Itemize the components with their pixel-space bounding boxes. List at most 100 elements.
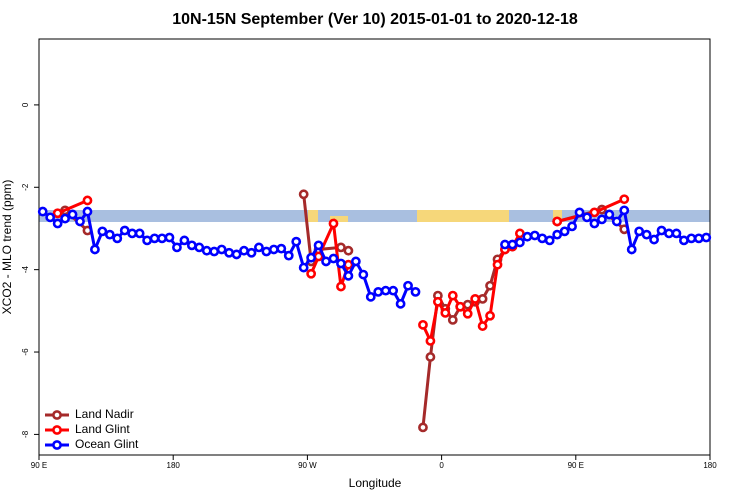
point xyxy=(343,259,354,270)
point xyxy=(298,262,309,273)
point xyxy=(403,280,413,291)
point xyxy=(693,233,704,244)
point xyxy=(306,268,317,279)
series-line xyxy=(421,245,513,428)
point xyxy=(201,245,212,256)
point xyxy=(380,285,391,296)
point xyxy=(604,209,615,220)
point xyxy=(306,252,317,263)
point xyxy=(701,232,712,243)
point xyxy=(186,240,197,251)
point xyxy=(552,216,563,227)
point xyxy=(671,228,682,239)
legend-marker xyxy=(52,440,62,450)
point xyxy=(529,230,540,241)
point xyxy=(425,336,436,346)
point xyxy=(276,243,287,254)
point xyxy=(514,237,525,248)
plot-frame xyxy=(38,38,711,456)
point xyxy=(328,218,339,229)
x-axis-label: Longitude xyxy=(349,476,402,490)
point xyxy=(157,233,167,244)
point xyxy=(336,242,346,253)
chart-title: 10N-15N September (Ver 10) 2015-01-01 to… xyxy=(172,11,578,28)
point xyxy=(134,228,145,239)
point xyxy=(149,233,160,244)
x-tick-label: 90 W xyxy=(298,461,317,470)
point xyxy=(119,225,130,236)
point xyxy=(283,250,294,261)
point xyxy=(410,286,421,297)
point xyxy=(336,281,346,292)
point xyxy=(455,301,466,312)
point xyxy=(37,206,48,217)
point xyxy=(582,212,592,223)
point xyxy=(492,259,503,270)
point xyxy=(179,235,190,246)
point xyxy=(477,321,488,331)
point xyxy=(52,218,63,229)
point xyxy=(470,293,481,304)
point xyxy=(142,235,153,246)
x-tick-label: 90 E xyxy=(31,461,47,470)
point xyxy=(611,216,622,227)
point xyxy=(358,269,369,280)
point xyxy=(596,214,607,225)
point xyxy=(112,233,123,244)
point xyxy=(544,235,555,246)
point xyxy=(343,270,354,281)
point xyxy=(298,189,309,200)
point xyxy=(477,293,488,304)
point xyxy=(239,245,249,256)
point xyxy=(552,229,563,240)
point xyxy=(418,319,428,330)
point xyxy=(365,291,376,302)
x-tick-label: 180 xyxy=(703,461,717,470)
point xyxy=(589,218,600,229)
series-line xyxy=(41,207,417,308)
legend-marker xyxy=(52,425,62,435)
point xyxy=(447,315,458,325)
point xyxy=(75,216,85,227)
legend-label: Ocean Glint xyxy=(75,437,139,451)
point xyxy=(254,242,264,253)
point xyxy=(425,352,436,362)
point xyxy=(291,236,302,247)
point xyxy=(432,296,443,307)
y-tick-label: -4 xyxy=(21,266,30,274)
point xyxy=(567,221,577,232)
point xyxy=(619,194,630,205)
point xyxy=(559,226,570,237)
band-land xyxy=(308,210,318,222)
legend-label: Land Glint xyxy=(75,422,130,436)
legend-label: Land Nadir xyxy=(75,407,134,421)
point xyxy=(686,233,697,244)
point xyxy=(485,310,495,321)
point xyxy=(656,225,667,236)
y-tick-label: -6 xyxy=(21,348,30,356)
point xyxy=(127,228,138,239)
point xyxy=(231,249,242,260)
point xyxy=(507,239,518,250)
legend-marker xyxy=(52,410,62,420)
point xyxy=(60,213,70,224)
point xyxy=(336,258,346,269)
point xyxy=(261,246,272,257)
band xyxy=(39,210,710,222)
point xyxy=(194,242,205,253)
point xyxy=(537,233,548,244)
point xyxy=(462,308,473,319)
point xyxy=(246,247,257,258)
point xyxy=(268,244,279,255)
point xyxy=(664,228,674,239)
point xyxy=(313,240,324,251)
y-tick-label: -8 xyxy=(21,430,30,438)
band-land xyxy=(417,210,509,222)
point xyxy=(418,422,428,433)
point xyxy=(52,208,63,219)
point xyxy=(634,226,645,237)
point xyxy=(395,298,406,309)
point xyxy=(164,232,175,243)
